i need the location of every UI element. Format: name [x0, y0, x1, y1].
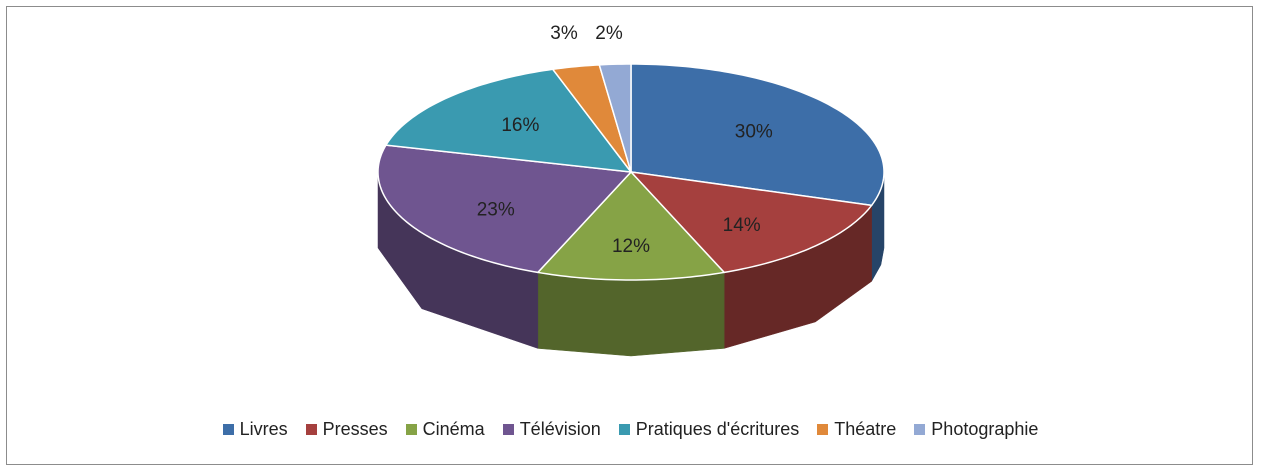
data-label: 14% [723, 215, 761, 236]
legend-swatch [305, 424, 317, 435]
legend-item: Livres [222, 419, 288, 440]
data-label: 2% [595, 23, 623, 44]
slice-side [537, 272, 725, 357]
slice [551, 64, 632, 173]
legend-label: Pratiques d'écritures [635, 419, 800, 439]
legend-swatch [502, 424, 514, 435]
legend-item: Cinéma [405, 419, 485, 440]
data-label: 23% [477, 199, 515, 220]
slice [384, 68, 633, 173]
legend-swatch [222, 424, 234, 435]
legend-label: Presses [322, 419, 388, 439]
legend-label: Télévision [519, 419, 601, 439]
legend-item: Pratiques d'écritures [618, 419, 800, 440]
slice [630, 63, 885, 207]
chart-frame [6, 6, 1253, 465]
legend-swatch [817, 424, 829, 435]
data-label: 3% [550, 23, 578, 44]
legend-swatch [914, 424, 926, 435]
legend-item: Télévision [502, 419, 601, 440]
legend-label: Cinéma [422, 419, 485, 439]
slice [629, 170, 874, 274]
legend-swatch [405, 424, 417, 435]
legend: Livres Presses Cinéma Télévision Pratiques d… [0, 419, 1261, 440]
data-label: 30% [735, 122, 773, 143]
data-label: 12% [612, 236, 650, 257]
legend-item: Presses [305, 419, 388, 440]
legend-label: Photographie [931, 419, 1039, 439]
legend-item: Théatre [817, 419, 896, 440]
slice [536, 170, 726, 281]
legend-label: Livres [239, 419, 288, 439]
legend-swatch [618, 424, 630, 435]
slice [377, 144, 633, 274]
data-label: 16% [501, 115, 539, 136]
legend-item: Photographie [914, 419, 1038, 440]
legend-label: Théatre [834, 419, 897, 439]
slice [598, 63, 632, 173]
